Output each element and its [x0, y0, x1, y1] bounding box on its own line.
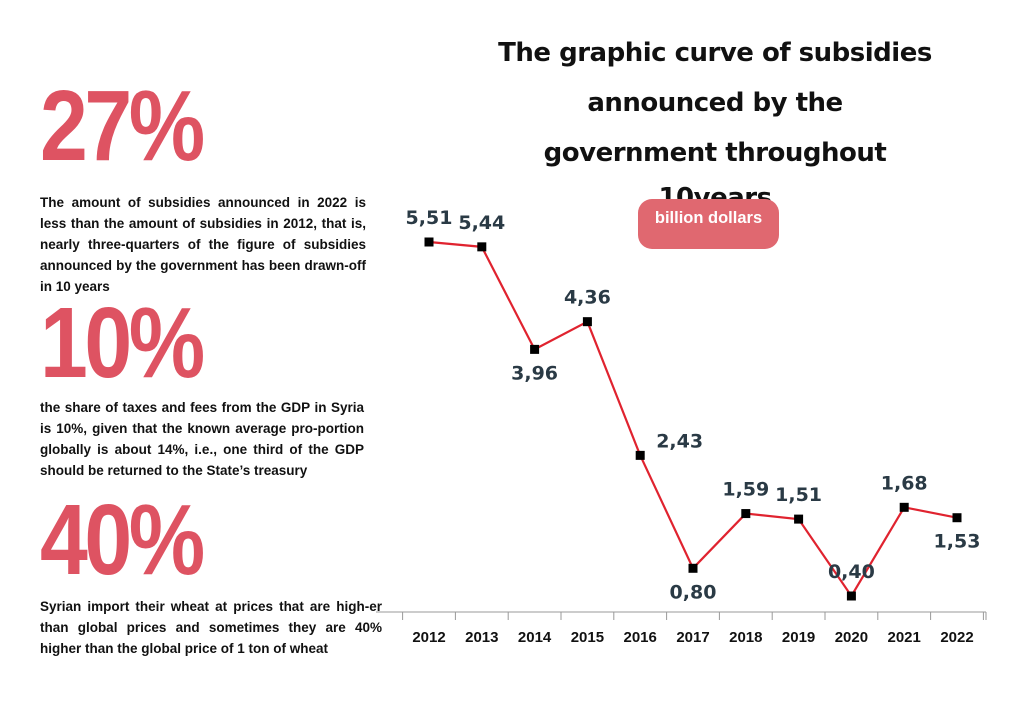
data-point — [952, 513, 962, 523]
x-tick-label: 2022 — [940, 629, 973, 646]
series-line — [428, 240, 958, 599]
fact-figure-27: 27% — [40, 70, 205, 182]
data-point — [688, 563, 698, 573]
data-label: 4,36 — [564, 287, 611, 309]
fact-text-3: Syrian import their wheat at prices that… — [40, 599, 382, 656]
fact-text-1: The amount of subsidies announced in 202… — [40, 195, 366, 294]
data-point — [794, 514, 804, 524]
x-tick-label: 2018 — [729, 629, 762, 646]
title-line-1: The graphic curve of subsidies announced… — [498, 38, 932, 118]
fact-figure-40: 40% — [40, 484, 205, 596]
x-tick-label: 2014 — [518, 629, 552, 646]
data-label: 2,43 — [656, 430, 703, 452]
x-tick-label: 2012 — [412, 629, 445, 646]
data-point — [582, 317, 592, 327]
title-line-2: government throughout — [543, 138, 887, 168]
data-label: 5,44 — [458, 212, 505, 234]
data-label: 1,59 — [722, 479, 769, 501]
data-label: 3,96 — [511, 362, 558, 384]
data-label: 0,40 — [828, 561, 875, 583]
x-tick-label: 2017 — [676, 629, 709, 646]
data-point — [635, 450, 645, 460]
data-label: 1,51 — [775, 484, 822, 506]
x-tick-label: 2019 — [782, 629, 815, 646]
x-tick-label: 2020 — [835, 629, 868, 646]
x-tick-label: 2016 — [624, 629, 657, 646]
x-tick-label: 2021 — [888, 629, 921, 646]
fact-figure-10: 10% — [40, 287, 205, 399]
data-label: 5,51 — [406, 207, 453, 229]
data-label: 0,80 — [670, 581, 717, 603]
data-point — [424, 237, 434, 247]
data-point — [741, 509, 751, 519]
x-tick-label: 2015 — [571, 629, 604, 646]
data-point — [477, 242, 487, 252]
data-point — [899, 502, 909, 512]
data-label: 1,53 — [934, 531, 981, 553]
data-point — [846, 591, 856, 601]
data-label: 1,68 — [881, 472, 928, 494]
unit-badge: billion dollars — [638, 199, 779, 249]
data-point — [530, 344, 540, 354]
fact-text-2: the share of taxes and fees from the GDP… — [40, 400, 364, 478]
x-tick-label: 2013 — [465, 629, 498, 646]
chart-title: The graphic curve of subsidies announced… — [420, 28, 1010, 218]
